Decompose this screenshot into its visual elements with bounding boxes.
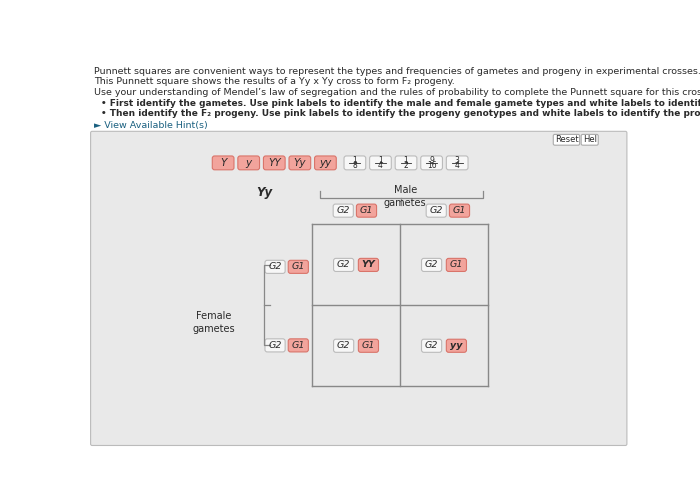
Text: G1: G1 [453, 206, 466, 215]
FancyBboxPatch shape [447, 259, 466, 272]
FancyBboxPatch shape [288, 339, 309, 352]
FancyBboxPatch shape [581, 135, 598, 145]
Text: YY: YY [268, 158, 281, 168]
Text: G1: G1 [292, 341, 305, 350]
FancyBboxPatch shape [238, 156, 260, 170]
Text: • Then identify the F₂ progeny. Use pink labels to identify the progeny genotype: • Then identify the F₂ progeny. Use pink… [102, 109, 700, 118]
Text: 1: 1 [404, 156, 408, 165]
Text: 16: 16 [427, 161, 436, 170]
Text: Female
gametes: Female gametes [193, 310, 235, 334]
Text: G2: G2 [268, 263, 281, 271]
FancyBboxPatch shape [449, 204, 470, 217]
FancyBboxPatch shape [395, 156, 417, 170]
Text: G1: G1 [360, 206, 373, 215]
FancyBboxPatch shape [421, 259, 442, 272]
Text: 8: 8 [353, 161, 357, 170]
Text: This Punnett square shows the results of a Yy x Yy cross to form F₂ progeny.: This Punnett square shows the results of… [94, 77, 454, 86]
Text: Y: Y [220, 158, 226, 168]
FancyBboxPatch shape [334, 259, 354, 272]
Text: yy: yy [319, 158, 332, 168]
Text: G1: G1 [449, 261, 463, 270]
Text: G2: G2 [337, 261, 350, 270]
FancyBboxPatch shape [358, 339, 379, 352]
FancyBboxPatch shape [344, 156, 365, 170]
Text: G1: G1 [292, 263, 305, 271]
Text: G2: G2 [337, 341, 350, 350]
Text: 9: 9 [429, 156, 434, 165]
Text: y: y [246, 158, 252, 168]
Text: Hel: Hel [582, 135, 596, 144]
FancyBboxPatch shape [212, 156, 234, 170]
FancyBboxPatch shape [314, 156, 336, 170]
FancyBboxPatch shape [265, 339, 285, 352]
FancyBboxPatch shape [421, 156, 442, 170]
FancyBboxPatch shape [553, 135, 580, 145]
FancyBboxPatch shape [334, 339, 354, 352]
Text: 1: 1 [378, 156, 383, 165]
Text: Yy: Yy [293, 158, 306, 168]
FancyBboxPatch shape [289, 156, 311, 170]
FancyBboxPatch shape [90, 132, 627, 446]
Text: G1: G1 [362, 341, 375, 350]
Text: ► View Available Hint(s): ► View Available Hint(s) [94, 120, 207, 130]
Text: Punnett squares are convenient ways to represent the types and frequencies of ga: Punnett squares are convenient ways to r… [94, 67, 700, 76]
Text: YY: YY [362, 261, 375, 270]
Text: yy: yy [450, 341, 463, 350]
Text: G2: G2 [268, 341, 281, 350]
Text: 4: 4 [378, 161, 383, 170]
Text: G2: G2 [337, 206, 350, 215]
FancyBboxPatch shape [263, 156, 285, 170]
FancyBboxPatch shape [370, 156, 391, 170]
Text: Use your understanding of Mendel’s law of segregation and the rules of probabili: Use your understanding of Mendel’s law o… [94, 88, 700, 97]
Text: 4: 4 [455, 161, 460, 170]
Text: • First identify the gametes. Use pink labels to identify the male and female ga: • First identify the gametes. Use pink l… [102, 99, 700, 108]
Text: 3: 3 [455, 156, 460, 165]
Text: 2: 2 [404, 161, 408, 170]
FancyBboxPatch shape [356, 204, 377, 217]
FancyBboxPatch shape [265, 260, 285, 273]
FancyBboxPatch shape [447, 156, 468, 170]
Text: 1: 1 [353, 156, 357, 165]
FancyBboxPatch shape [288, 260, 309, 273]
FancyBboxPatch shape [421, 339, 442, 352]
FancyBboxPatch shape [333, 204, 354, 217]
FancyBboxPatch shape [358, 259, 379, 272]
Text: Male
gametes: Male gametes [384, 185, 426, 209]
Text: Yy: Yy [256, 186, 272, 199]
FancyBboxPatch shape [447, 339, 466, 352]
FancyBboxPatch shape [426, 204, 447, 217]
Text: G2: G2 [430, 206, 443, 215]
Text: Reset: Reset [554, 135, 578, 144]
Text: G2: G2 [425, 261, 438, 270]
Text: G2: G2 [425, 341, 438, 350]
